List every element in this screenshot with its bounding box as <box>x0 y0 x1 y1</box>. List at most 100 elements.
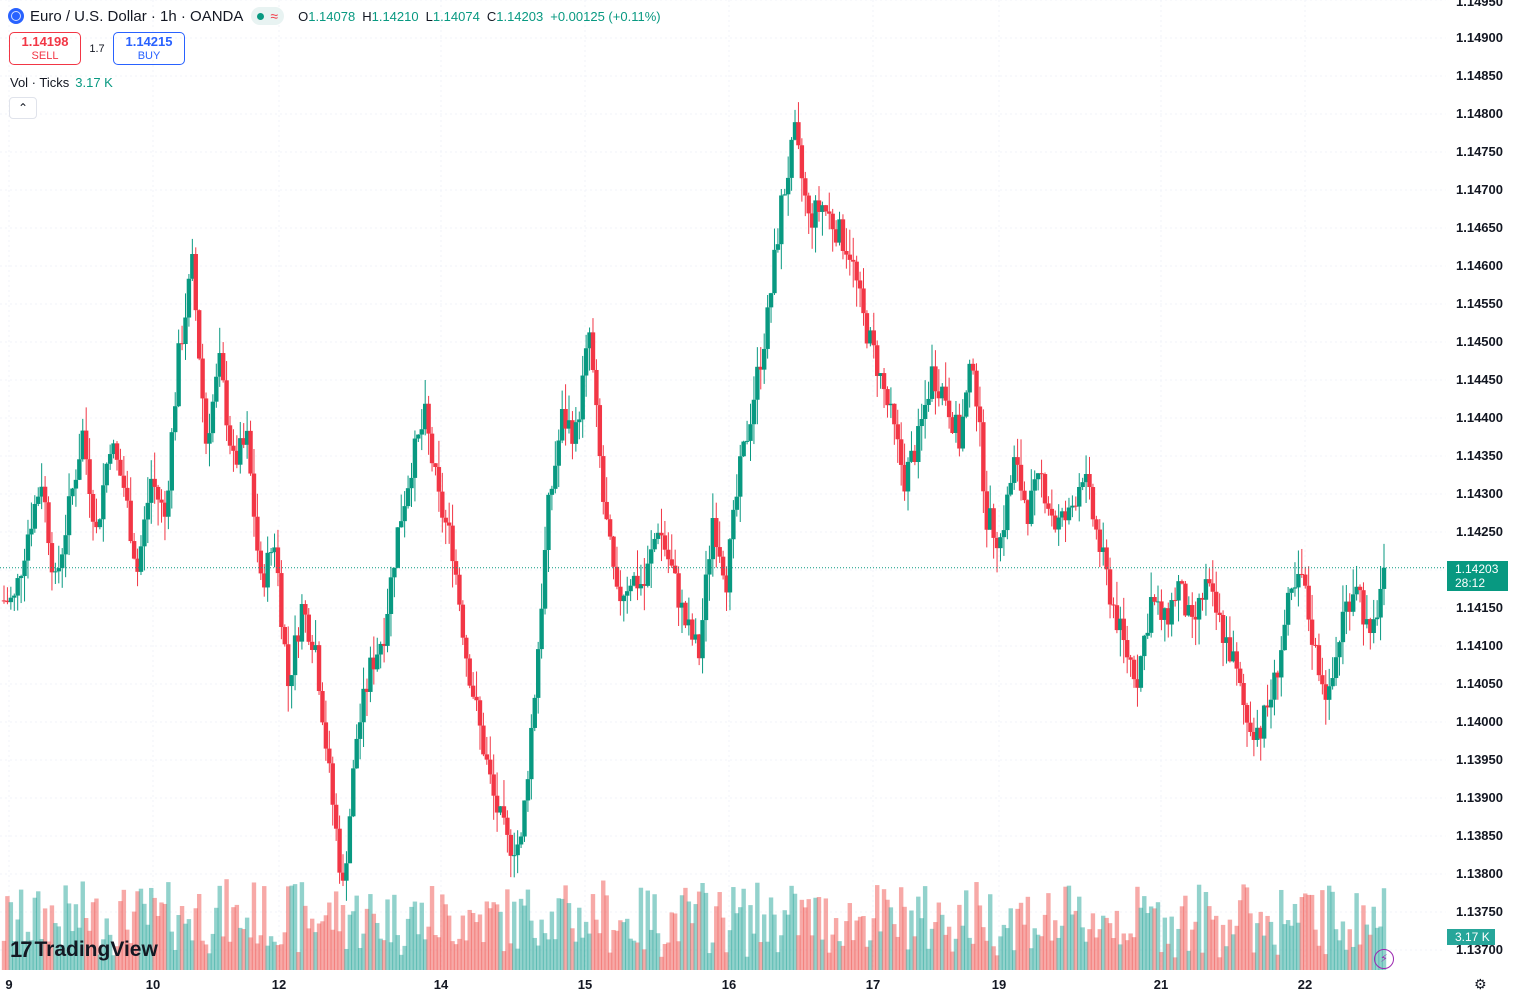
candle-body <box>775 244 781 250</box>
volume-bar <box>457 938 462 970</box>
candle-body <box>1203 579 1209 600</box>
candle-body <box>25 534 31 561</box>
candle-body <box>796 122 801 146</box>
tradingview-logo[interactable]: 17 TradingView <box>10 937 158 963</box>
volume-price-tag: 3.17 K <box>1447 929 1495 945</box>
candle-body <box>1299 573 1305 575</box>
volume-bar <box>385 899 390 970</box>
candle-body <box>53 571 58 573</box>
candle-body <box>1135 679 1140 688</box>
candle-body <box>1056 517 1061 530</box>
candle-body <box>1008 482 1013 495</box>
volume-bar <box>1217 957 1222 970</box>
candle-body <box>936 391 942 399</box>
candle-body <box>707 559 712 575</box>
candle-body <box>1196 597 1202 620</box>
volume-bar <box>429 886 435 970</box>
candle-body <box>1049 508 1055 516</box>
volume-bar <box>731 887 736 970</box>
volume-bar <box>1303 893 1308 970</box>
volume-bar <box>1364 924 1370 970</box>
candle-body <box>1015 457 1020 465</box>
candle-body <box>988 508 993 530</box>
candle-body <box>1097 529 1102 552</box>
volume-bar <box>494 904 500 970</box>
volume-bar <box>1121 933 1126 970</box>
candle-body <box>556 440 561 466</box>
candle-body <box>994 537 1000 549</box>
volume-bar <box>1354 893 1359 970</box>
candle-body <box>1357 586 1363 591</box>
candle-body <box>803 178 808 196</box>
volume-bar <box>176 915 181 970</box>
candle-body <box>642 584 647 586</box>
volume-bar <box>1148 906 1154 970</box>
volume-bar <box>888 907 894 970</box>
volume-bar <box>159 902 164 970</box>
volume-bar <box>1111 938 1116 970</box>
candle-body <box>1354 586 1359 595</box>
settings-gear-icon[interactable]: ⚙ <box>1474 976 1487 992</box>
candle-body <box>405 488 411 507</box>
volume-bar <box>214 907 219 970</box>
volume-bar <box>296 952 301 970</box>
candle-body <box>696 634 702 659</box>
buy-button[interactable]: 1.14215 BUY <box>113 32 185 65</box>
candle-body <box>388 577 394 614</box>
volume-bar <box>744 956 750 970</box>
candle-body <box>731 509 736 540</box>
candle-body <box>1292 587 1298 589</box>
price-tick-label: 1.14650 <box>1456 220 1503 235</box>
volume-bar <box>957 904 962 970</box>
volume-bar <box>135 891 140 970</box>
market-status[interactable]: ≈ <box>251 7 285 25</box>
volume-bar <box>1292 903 1298 970</box>
candle-body <box>1090 487 1096 520</box>
candle-body <box>207 433 212 444</box>
candle-body <box>80 430 85 460</box>
candle-body <box>1285 592 1291 625</box>
volume-bar <box>563 885 568 970</box>
candle-body <box>518 836 524 845</box>
candle-body <box>864 313 870 344</box>
volume-bar <box>183 923 188 970</box>
candle-body <box>580 375 585 420</box>
volume-bar <box>409 906 414 970</box>
sell-button[interactable]: 1.14198 SELL <box>9 32 81 65</box>
candle-body <box>953 414 959 433</box>
volume-bar <box>42 908 48 970</box>
volume-bar <box>707 953 712 970</box>
collapse-legend-button[interactable]: ⌃ <box>9 97 37 119</box>
volume-bar <box>371 913 377 970</box>
candle-body <box>577 419 582 423</box>
volume-bar <box>981 927 986 970</box>
symbol-title[interactable]: Euro / U.S. Dollar · 1h · OANDA <box>30 7 244 25</box>
lightning-icon[interactable]: ⚡ <box>1374 949 1394 969</box>
candle-body <box>289 675 294 687</box>
candle-body <box>1073 505 1079 507</box>
candle-body <box>768 293 774 308</box>
volume-bar <box>765 941 770 970</box>
candle-body <box>296 635 301 642</box>
volume-bar <box>734 913 740 970</box>
candle-body <box>135 558 140 572</box>
price-tick-label: 1.14500 <box>1456 334 1503 349</box>
volume-bar <box>1008 908 1013 970</box>
volume-bar <box>450 941 455 970</box>
candle-body <box>12 595 17 598</box>
volume-bar <box>1258 911 1263 970</box>
candle-body <box>375 654 380 670</box>
volume-bar <box>505 889 510 970</box>
candle-body <box>97 519 103 528</box>
candle-body <box>149 478 154 503</box>
volume-bar <box>974 882 979 970</box>
volume-bar <box>419 902 424 970</box>
volume-legend[interactable]: Vol · Ticks 3.17 K <box>10 75 113 90</box>
candle-body <box>679 602 685 608</box>
candle-body <box>881 373 887 390</box>
volume-bar <box>491 902 496 970</box>
candle-body <box>416 434 421 439</box>
volume-bar <box>361 933 366 970</box>
candle-body <box>1046 503 1051 509</box>
